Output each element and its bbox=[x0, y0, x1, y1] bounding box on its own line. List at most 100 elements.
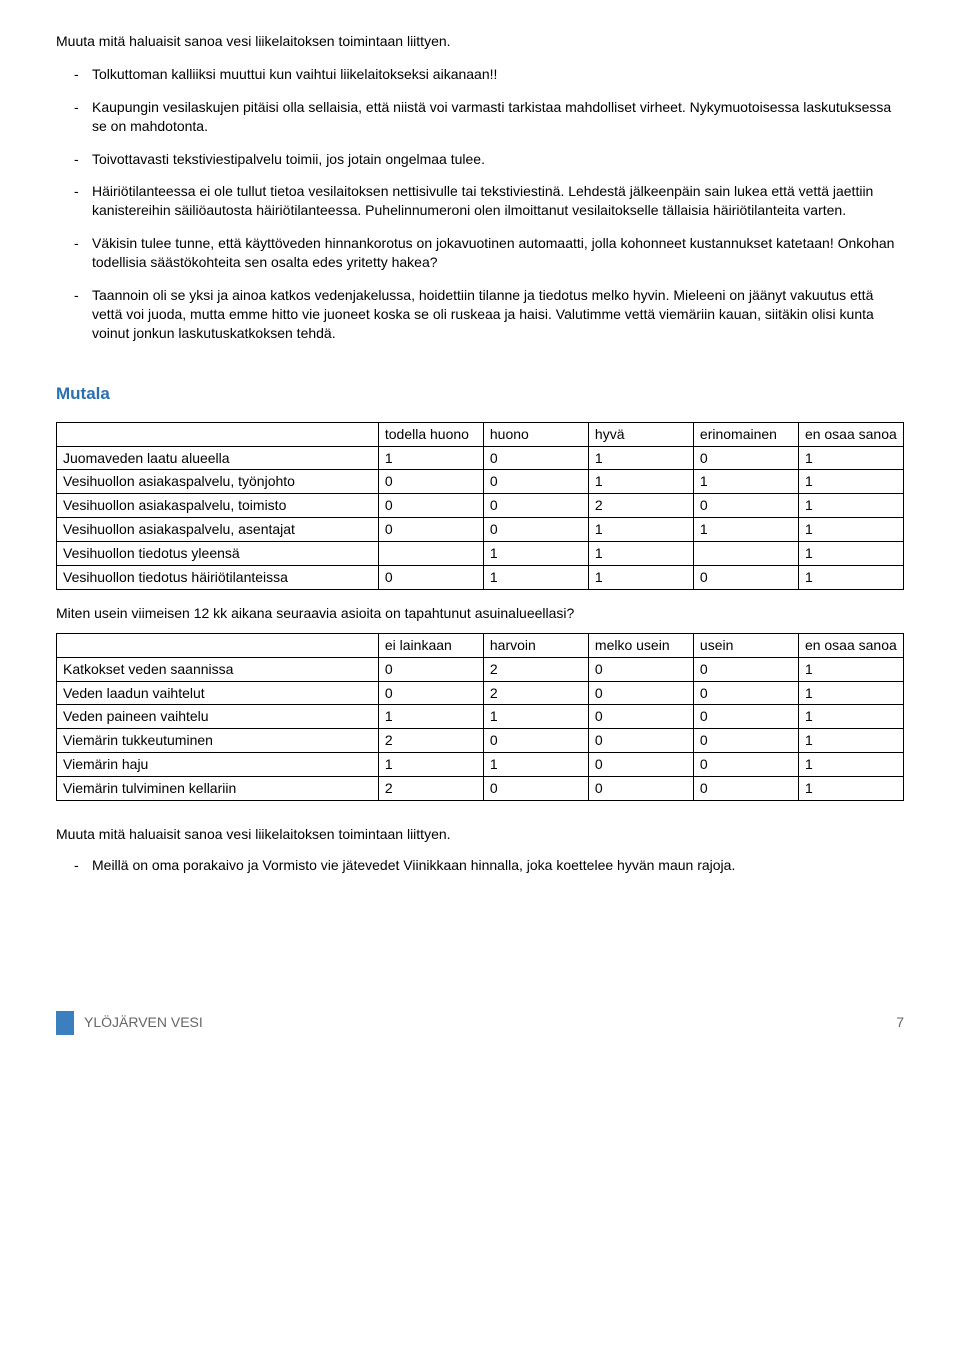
value-cell: 2 bbox=[483, 657, 588, 681]
list-item: -Häiriötilanteessa ei ole tullut tietoa … bbox=[56, 182, 904, 220]
list-item: -Taannoin oli se yksi ja ainoa katkos ve… bbox=[56, 286, 904, 343]
table-row: Vesihuollon tiedotus häiriötilanteissa01… bbox=[57, 565, 904, 589]
table-row: Veden paineen vaihtelu11001 bbox=[57, 705, 904, 729]
value-cell: 1 bbox=[693, 470, 798, 494]
value-cell: 0 bbox=[483, 777, 588, 801]
value-cell: 1 bbox=[588, 518, 693, 542]
value-cell: 0 bbox=[588, 753, 693, 777]
bullet-text: Väkisin tulee tunne, että käyttöveden hi… bbox=[92, 234, 904, 272]
bullet-dash: - bbox=[56, 65, 92, 84]
value-cell: 0 bbox=[693, 777, 798, 801]
bullet-text: Toivottavasti tekstiviestipalvelu toimii… bbox=[92, 150, 904, 169]
table-row: Veden laadun vaihtelut02001 bbox=[57, 681, 904, 705]
value-cell: 2 bbox=[378, 777, 483, 801]
bullet-list-1: -Tolkuttoman kalliiksi muuttui kun vaiht… bbox=[56, 65, 904, 343]
value-cell: 0 bbox=[378, 470, 483, 494]
value-cell: 1 bbox=[798, 494, 903, 518]
footer-text: YLÖJÄRVEN VESI bbox=[84, 1013, 896, 1032]
table-row: Vesihuollon asiakaspalvelu, asentajat001… bbox=[57, 518, 904, 542]
value-cell: 0 bbox=[588, 729, 693, 753]
value-cell: 1 bbox=[378, 753, 483, 777]
value-cell: 0 bbox=[693, 729, 798, 753]
bullet-dash: - bbox=[56, 286, 92, 343]
value-cell: 1 bbox=[798, 470, 903, 494]
page-footer: YLÖJÄRVEN VESI 7 bbox=[56, 995, 904, 1035]
row-label-cell: Veden laadun vaihtelut bbox=[57, 681, 379, 705]
bullet-dash: - bbox=[56, 150, 92, 169]
value-cell: 0 bbox=[693, 705, 798, 729]
bullet-dash: - bbox=[56, 98, 92, 136]
value-cell: 0 bbox=[378, 565, 483, 589]
value-cell: 1 bbox=[798, 729, 903, 753]
value-cell: 0 bbox=[693, 494, 798, 518]
value-cell: 1 bbox=[798, 681, 903, 705]
value-cell: 0 bbox=[378, 494, 483, 518]
table-row: Viemärin haju11001 bbox=[57, 753, 904, 777]
value-cell: 0 bbox=[588, 777, 693, 801]
value-cell: 0 bbox=[378, 681, 483, 705]
row-label-cell: Vesihuollon tiedotus häiriötilanteissa bbox=[57, 565, 379, 589]
section-title: Mutala bbox=[56, 383, 904, 406]
row-label-cell: Vesihuollon asiakaspalvelu, asentajat bbox=[57, 518, 379, 542]
lower-heading: Muuta mitä haluaisit sanoa vesi liikelai… bbox=[56, 825, 904, 844]
row-label-cell: Katkokset veden saannissa bbox=[57, 657, 379, 681]
value-cell: 0 bbox=[378, 518, 483, 542]
value-cell: 1 bbox=[483, 565, 588, 589]
value-cell: 0 bbox=[483, 470, 588, 494]
row-label-cell: Juomaveden laatu alueella bbox=[57, 446, 379, 470]
value-cell: 1 bbox=[483, 705, 588, 729]
value-cell: 0 bbox=[588, 657, 693, 681]
table-header-cell bbox=[57, 633, 379, 657]
bullet-text: Tolkuttoman kalliiksi muuttui kun vaihtu… bbox=[92, 65, 904, 84]
between-tables-text: Miten usein viimeisen 12 kk aikana seura… bbox=[56, 604, 904, 623]
value-cell: 1 bbox=[798, 705, 903, 729]
ratings-table-1: todella huonohuonohyväerinomainenen osaa… bbox=[56, 422, 904, 590]
value-cell: 0 bbox=[693, 753, 798, 777]
value-cell bbox=[378, 542, 483, 566]
table-row: Katkokset veden saannissa02001 bbox=[57, 657, 904, 681]
table-row: Juomaveden laatu alueella10101 bbox=[57, 446, 904, 470]
bullet-text: Meillä on oma porakaivo ja Vormisto vie … bbox=[92, 856, 904, 875]
row-label-cell: Veden paineen vaihtelu bbox=[57, 705, 379, 729]
footer-accent-block bbox=[56, 1011, 74, 1035]
value-cell: 1 bbox=[378, 446, 483, 470]
bullet-dash: - bbox=[56, 856, 92, 875]
row-label-cell: Vesihuollon tiedotus yleensä bbox=[57, 542, 379, 566]
value-cell: 0 bbox=[588, 681, 693, 705]
value-cell: 1 bbox=[588, 565, 693, 589]
list-item: -Kaupungin vesilaskujen pitäisi olla sel… bbox=[56, 98, 904, 136]
list-item: -Tolkuttoman kalliiksi muuttui kun vaiht… bbox=[56, 65, 904, 84]
value-cell: 1 bbox=[798, 565, 903, 589]
bullet-text: Häiriötilanteessa ei ole tullut tietoa v… bbox=[92, 182, 904, 220]
bullet-text: Kaupungin vesilaskujen pitäisi olla sell… bbox=[92, 98, 904, 136]
value-cell: 0 bbox=[693, 565, 798, 589]
table-row: Viemärin tulviminen kellariin20001 bbox=[57, 777, 904, 801]
value-cell: 0 bbox=[693, 681, 798, 705]
table-row: Vesihuollon asiakaspalvelu, työnjohto001… bbox=[57, 470, 904, 494]
value-cell: 2 bbox=[378, 729, 483, 753]
value-cell: 1 bbox=[588, 446, 693, 470]
value-cell: 0 bbox=[588, 705, 693, 729]
list-item: -Toivottavasti tekstiviestipalvelu toimi… bbox=[56, 150, 904, 169]
row-label-cell: Vesihuollon asiakaspalvelu, toimisto bbox=[57, 494, 379, 518]
value-cell: 1 bbox=[483, 753, 588, 777]
bullet-text: Taannoin oli se yksi ja ainoa katkos ved… bbox=[92, 286, 904, 343]
value-cell: 1 bbox=[798, 777, 903, 801]
value-cell: 1 bbox=[798, 446, 903, 470]
row-label-cell: Viemärin haju bbox=[57, 753, 379, 777]
value-cell: 1 bbox=[798, 657, 903, 681]
value-cell: 1 bbox=[378, 705, 483, 729]
table-header-cell: hyvä bbox=[588, 422, 693, 446]
value-cell: 0 bbox=[483, 518, 588, 542]
list-item: -Väkisin tulee tunne, että käyttöveden h… bbox=[56, 234, 904, 272]
intro-heading: Muuta mitä haluaisit sanoa vesi liikelai… bbox=[56, 32, 904, 51]
row-label-cell: Viemärin tulviminen kellariin bbox=[57, 777, 379, 801]
value-cell: 0 bbox=[693, 657, 798, 681]
row-label-cell: Viemärin tukkeutuminen bbox=[57, 729, 379, 753]
table-header-cell: melko usein bbox=[588, 633, 693, 657]
value-cell bbox=[693, 542, 798, 566]
footer-page-number: 7 bbox=[896, 1013, 904, 1032]
value-cell: 0 bbox=[483, 446, 588, 470]
value-cell: 1 bbox=[588, 542, 693, 566]
table-header-cell: huono bbox=[483, 422, 588, 446]
